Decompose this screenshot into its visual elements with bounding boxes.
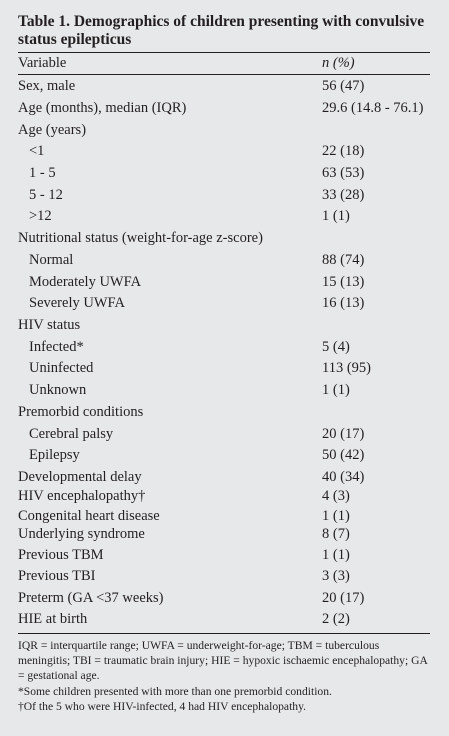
table-row: >12 1 (1)	[18, 206, 430, 226]
row-label: Age (years)	[18, 122, 87, 138]
row-label: Sex, male	[18, 78, 76, 94]
row-value: 88 (74)	[322, 252, 365, 268]
row-value: 2 (2)	[322, 611, 350, 627]
row-label: Severely UWFA	[29, 295, 125, 311]
table-title: Table 1. Demographics of children presen…	[18, 13, 425, 48]
row-value: 15 (13)	[322, 274, 365, 290]
row-label: Epilepsy	[29, 447, 80, 463]
table-row: Congenital heart disease 1 (1)	[18, 506, 430, 526]
row-value: 20 (17)	[322, 426, 365, 442]
row-value: 1 (1)	[322, 208, 350, 224]
row-label: HIE at birth	[18, 611, 88, 627]
table-row: Sex, male 56 (47)	[18, 76, 430, 96]
row-value: 113 (95)	[322, 360, 371, 376]
row-label: Previous TBI	[18, 568, 96, 584]
table-row: HIV status	[18, 315, 430, 335]
table-row: Previous TBI 3 (3)	[18, 566, 430, 586]
row-value: 50 (42)	[322, 447, 365, 463]
table-footnotes: IQR = interquartile range; UWFA = underw…	[18, 638, 430, 714]
table-row: Underlying syndrome 8 (7)	[18, 524, 430, 544]
row-value: 56 (47)	[322, 78, 365, 94]
row-value: 63 (53)	[322, 165, 365, 181]
row-value: 22 (18)	[322, 143, 365, 159]
row-label: <1	[29, 143, 45, 159]
row-value: 33 (28)	[322, 187, 365, 203]
title-rule	[18, 52, 430, 53]
table-row: <1 22 (18)	[18, 141, 430, 161]
footnote: IQR = interquartile range; UWFA = underw…	[18, 639, 428, 683]
table-row: Age (years)	[18, 120, 430, 140]
row-label: Normal	[29, 252, 74, 268]
row-label: 1 - 5	[29, 165, 56, 181]
row-value: 16 (13)	[322, 295, 365, 311]
row-value: 3 (3)	[322, 568, 350, 584]
row-label: Age (months), median (IQR)	[18, 100, 187, 116]
table-row: Moderately UWFA 15 (13)	[18, 272, 430, 292]
row-label: >12	[29, 208, 52, 224]
row-label: HIV encephalopathy†	[18, 488, 146, 504]
table-row: Infected* 5 (4)	[18, 337, 430, 357]
table-row: Normal 88 (74)	[18, 250, 430, 270]
table-row: Uninfected 113 (95)	[18, 358, 430, 378]
table-row: Preterm (GA <37 weeks) 20 (17)	[18, 588, 430, 608]
table-row: Age (months), median (IQR) 29.6 (14.8 - 7…	[18, 98, 430, 118]
row-label: Moderately UWFA	[29, 274, 142, 290]
row-value: 5 (4)	[322, 339, 350, 355]
row-label: Underlying syndrome	[18, 526, 145, 542]
row-label: Unknown	[29, 382, 87, 398]
row-value: 1 (1)	[322, 547, 350, 563]
row-label: Nutritional status (weight-for-age z-sco…	[18, 230, 263, 246]
row-value: 8 (7)	[322, 526, 350, 542]
table-row: 1 - 5 63 (53)	[18, 163, 430, 183]
row-value: 29.6 (14.8 - 76.1)	[322, 100, 424, 116]
table-header: Variable n (%)	[18, 55, 430, 73]
row-label: Previous TBM	[18, 547, 104, 563]
row-label: Congenital heart disease	[18, 508, 160, 524]
row-label: Preterm (GA <37 weeks)	[18, 590, 164, 606]
table-row: 5 - 12 33 (28)	[18, 185, 430, 205]
table-row: Cerebral palsy 20 (17)	[18, 424, 430, 444]
table-row: HIV encephalopathy† 4 (3)	[18, 486, 430, 506]
table-row: Premorbid conditions	[18, 402, 430, 422]
table-row: Epilepsy 50 (42)	[18, 445, 430, 465]
row-value: 1 (1)	[322, 382, 350, 398]
row-label: Premorbid conditions	[18, 404, 144, 420]
footnote: †Of the 5 who were HIV-infected, 4 had H…	[18, 699, 307, 713]
footnote: *Some children presented with more than …	[18, 684, 332, 698]
table-row: Previous TBM 1 (1)	[18, 545, 430, 565]
row-label: Developmental delay	[18, 469, 142, 485]
table-row: HIE at birth 2 (2)	[18, 609, 430, 629]
row-label: HIV status	[18, 317, 81, 333]
table-row: Severely UWFA 16 (13)	[18, 293, 430, 313]
row-label: Cerebral palsy	[29, 426, 114, 442]
row-value: 20 (17)	[322, 590, 365, 606]
row-value: 40 (34)	[322, 469, 365, 485]
header-rule	[18, 74, 430, 75]
header-variable: Variable	[18, 55, 67, 71]
row-label: Uninfected	[29, 360, 94, 376]
table-row: Developmental delay 40 (34)	[18, 467, 430, 487]
table-row: Nutritional status (weight-for-age z-sco…	[18, 228, 430, 248]
row-value: 1 (1)	[322, 508, 350, 524]
header-value: n (%)	[322, 55, 355, 71]
bottom-rule	[18, 633, 430, 634]
row-label: Infected*	[29, 339, 84, 355]
table-row: Unknown 1 (1)	[18, 380, 430, 400]
row-value: 4 (3)	[322, 488, 350, 504]
row-label: 5 - 12	[29, 187, 63, 203]
